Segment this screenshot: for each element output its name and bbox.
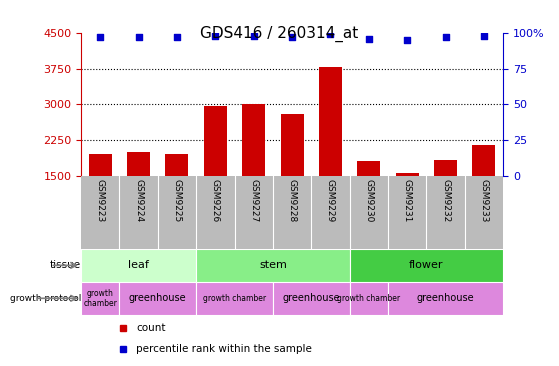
Text: stem: stem [259, 260, 287, 270]
Text: GSM9228: GSM9228 [287, 179, 297, 223]
Text: tissue: tissue [50, 260, 81, 270]
Point [364, 36, 373, 42]
Bar [281, 114, 304, 176]
Text: GSM9231: GSM9231 [402, 179, 411, 223]
Bar [319, 67, 342, 176]
Text: growth
chamber: growth chamber [83, 288, 117, 308]
Text: greenhouse: greenhouse [129, 293, 187, 303]
Bar [388, 282, 503, 315]
Text: GSM9227: GSM9227 [249, 179, 258, 223]
Point [480, 33, 489, 39]
Text: growth protocol: growth protocol [10, 294, 81, 303]
Text: GSM9229: GSM9229 [326, 179, 335, 223]
Text: GSM9230: GSM9230 [364, 179, 373, 223]
Bar [81, 249, 196, 282]
Text: growth chamber: growth chamber [337, 294, 400, 303]
Text: count: count [136, 323, 165, 333]
Text: leaf: leaf [128, 260, 149, 270]
Bar [349, 282, 388, 315]
Text: greenhouse: greenhouse [417, 293, 475, 303]
Bar [196, 282, 273, 315]
Text: GSM9226: GSM9226 [211, 179, 220, 223]
Bar [89, 154, 112, 176]
Point [287, 34, 296, 40]
Bar [273, 282, 349, 315]
Text: flower: flower [409, 260, 444, 270]
Text: greenhouse: greenhouse [282, 293, 340, 303]
Point [441, 34, 450, 40]
Text: GSM9233: GSM9233 [480, 179, 489, 223]
Point [402, 37, 411, 43]
Bar [196, 249, 349, 282]
Point [249, 33, 258, 39]
Text: GSM9224: GSM9224 [134, 179, 143, 223]
Bar [472, 145, 495, 176]
Text: GDS416 / 260314_at: GDS416 / 260314_at [200, 26, 359, 42]
Point [134, 34, 143, 40]
Bar [242, 104, 265, 176]
Text: GSM9232: GSM9232 [441, 179, 450, 223]
Point [211, 33, 220, 39]
Bar [396, 173, 419, 176]
Bar [434, 160, 457, 176]
Text: growth chamber: growth chamber [203, 294, 266, 303]
Text: GSM9225: GSM9225 [173, 179, 182, 223]
Point [326, 31, 335, 37]
Text: GSM9223: GSM9223 [96, 179, 105, 223]
Bar [357, 161, 380, 176]
Bar [81, 282, 120, 315]
Bar [349, 249, 503, 282]
Bar [127, 152, 150, 176]
Bar [165, 154, 188, 176]
Point [96, 34, 105, 40]
Point [173, 34, 182, 40]
Bar [120, 282, 196, 315]
Text: percentile rank within the sample: percentile rank within the sample [136, 344, 312, 354]
Bar [204, 106, 227, 176]
